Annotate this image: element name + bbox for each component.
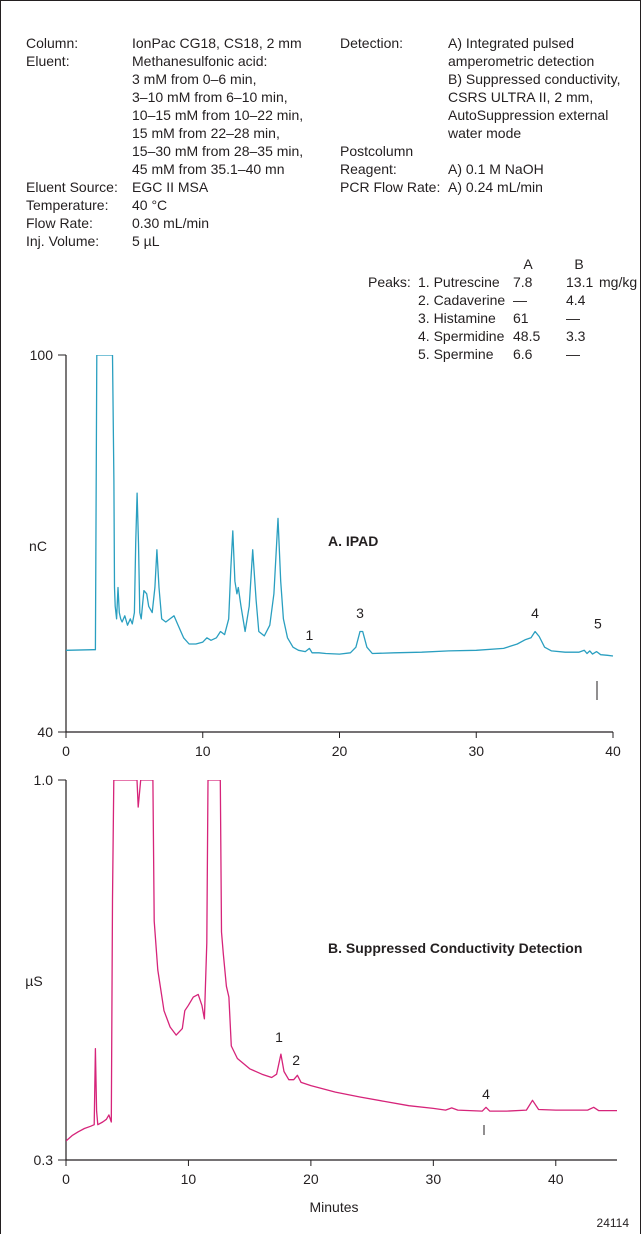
condition-label: Reagent: [340,161,397,177]
x-tick-label: 10 [195,743,211,759]
conditions-left: Column: IonPac CG18, CS18, 2 mm Eluent: Met… [26,35,303,249]
chart-conductivity: 0.3 1.0 0 10 20 30 40 µS B. Suppressed Conductiv… [25,772,617,1187]
condition-value: CSRS ULTRA II, 2 mm, [448,89,593,105]
peak-value-b: 13.1 [566,274,593,290]
x-tick-label: 0 [62,1171,70,1187]
chart-title: B. Suppressed Conductivity Detection [328,940,582,956]
condition-value: AutoSuppression external [448,107,608,123]
peak-value-a: 7.8 [513,274,533,290]
y-axis-label: µS [25,973,42,989]
y-tick-label: 1.0 [34,772,54,788]
peak-name: 2. Cadaverine [418,292,505,308]
peak-value-a: — [513,292,527,308]
condition-label: Column: [26,35,78,51]
series-line [66,780,617,1142]
condition-label: Flow Rate: [26,215,93,231]
condition-label: Temperature: [26,197,108,213]
chart-title: A. IPAD [328,533,378,549]
condition-value: water mode [447,125,521,141]
condition-value: B) Suppressed conductivity, [448,71,621,87]
condition-label: Inj. Volume: [26,233,99,249]
peak-value-b: 4.4 [566,292,586,308]
peak-value-a: 6.6 [513,346,533,362]
peak-label: 1 [306,627,314,643]
x-tick-label: 10 [181,1171,197,1187]
condition-value: A) Integrated pulsed [448,35,574,51]
peak-value-b: — [566,310,580,326]
peaks-table: A B Peaks: 1. Putrescine 7.8 13.1 mg/kg 2. Cada… [368,256,637,362]
condition-label: Eluent Source: [26,179,118,195]
condition-value: 3–10 mM from 6–10 min, [132,89,288,105]
peak-name: 5. Spermine [418,346,494,362]
peaks-label: Peaks: [368,274,411,290]
y-axis-label: nC [29,538,47,554]
chart-ipad: 40 100 0 10 20 30 40 nC A. IPAD 1 3 4 5 [29,347,621,759]
condition-value: EGC II MSA [132,179,209,195]
peak-label: 3 [356,605,364,621]
conditions-right: Detection: A) Integrated pulsed amperomet… [340,35,621,195]
condition-value: 0.30 mL/min [132,215,209,231]
figure-number: 24114 [597,1216,630,1230]
peak-value-b: — [566,346,580,362]
condition-value: IonPac CG18, CS18, 2 mm [132,35,302,51]
x-axis-label: Minutes [309,1199,358,1215]
peak-label: 1 [275,1029,283,1045]
peak-name: 3. Histamine [418,310,496,326]
y-tick-label: 100 [30,347,54,363]
condition-value: A) 0.24 mL/min [448,179,543,195]
condition-value: 45 mM from 35.1–40 mn [132,161,285,177]
condition-value: 10–15 mM from 10–22 min, [132,107,303,123]
peaks-col-b-header: B [574,256,583,272]
x-tick-label: 20 [332,743,348,759]
peak-value-a: 61 [513,310,529,326]
x-tick-label: 0 [62,743,70,759]
peak-label: 4 [531,605,539,621]
condition-label: Eluent: [26,53,70,69]
peak-value-b: 3.3 [566,328,586,344]
peak-value-a: 48.5 [513,328,540,344]
peak-label: 4 [482,1086,490,1102]
peak-label: 2 [292,1052,300,1068]
x-tick-label: 20 [303,1171,319,1187]
x-tick-label: 40 [548,1171,564,1187]
condition-value: A) 0.1 M NaOH [448,161,544,177]
peak-unit: mg/kg [599,274,637,290]
y-tick-label: 40 [37,724,53,740]
series-line [66,355,614,657]
x-tick-label: 40 [605,743,621,759]
peaks-col-a-header: A [523,256,533,272]
condition-value: 15 mM from 22–28 min, [132,125,280,141]
peak-label: 5 [594,616,602,632]
y-tick-label: 0.3 [34,1152,54,1168]
x-tick-label: 30 [468,743,484,759]
condition-value: 15–30 mM from 28–35 min, [132,143,303,159]
condition-value: amperometric detection [448,53,594,69]
peak-name: 4. Spermidine [418,328,505,344]
condition-label: Postcolumn [340,143,413,159]
peak-name: 1. Putrescine [418,274,500,290]
x-tick-label: 30 [426,1171,442,1187]
condition-value: 5 µL [132,233,160,249]
condition-value: 3 mM from 0–6 min, [132,71,256,87]
condition-label: Detection: [340,35,403,51]
condition-label: PCR Flow Rate: [340,179,440,195]
condition-value: Methanesulfonic acid: [132,53,267,69]
condition-value: 40 °C [132,197,167,213]
